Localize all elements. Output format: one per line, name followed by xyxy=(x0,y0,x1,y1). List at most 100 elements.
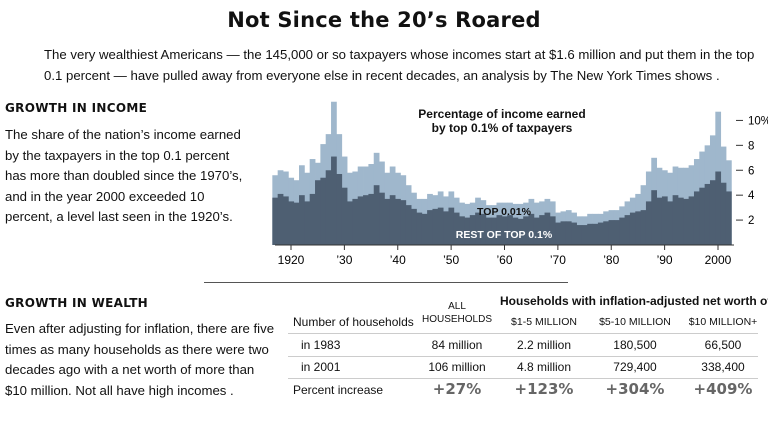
bar-top001-1969 xyxy=(549,216,556,245)
bar-top001-1975 xyxy=(581,225,588,245)
y-tick-label: 4 xyxy=(748,190,755,202)
x-tick-label: 2000 xyxy=(705,253,732,267)
bar-top001-1964 xyxy=(523,216,529,245)
bar-top001-1985 xyxy=(635,211,641,245)
bar-top001-1973 xyxy=(571,222,577,245)
bar-top001-1999 xyxy=(709,180,716,245)
bar-top001-1941 xyxy=(400,200,407,245)
increase-10m-plus: +409% xyxy=(693,380,753,398)
bar-top001-1946 xyxy=(427,210,433,245)
income-heading: GROWTH IN INCOME xyxy=(5,101,148,115)
bar-top001-1983 xyxy=(624,215,631,245)
row-2001-label: in 2001 xyxy=(301,360,341,374)
y-tick-label: 6 xyxy=(748,165,754,177)
wealth-heading: GROWTH IN WEALTH xyxy=(5,296,149,310)
bar-top001-1990 xyxy=(661,196,668,245)
col-1-5-million: $1-5 MILLION xyxy=(511,316,577,328)
bar-top001-1929 xyxy=(336,173,343,245)
bar-top001-1953 xyxy=(464,217,471,245)
bar-top001-1956 xyxy=(480,213,487,245)
bar-top001-1979 xyxy=(603,221,609,245)
bar-top001-1966 xyxy=(533,217,540,245)
bar-top001-1991 xyxy=(667,201,674,245)
x-tick-label: ’90 xyxy=(657,253,673,267)
bar-top001-1920 xyxy=(288,201,295,245)
row-2001-all: 106 million xyxy=(428,360,486,374)
bar-top001-1949 xyxy=(443,211,449,245)
bar-top001-1974 xyxy=(576,225,583,245)
col-5-10-million: $5-10 MILLION xyxy=(599,316,671,328)
bar-top001-2002 xyxy=(725,191,732,245)
top001-share-bars xyxy=(272,156,732,245)
bar-top001-1925 xyxy=(315,180,321,245)
wealth-text: Even after adjusting for inflation, ther… xyxy=(5,321,275,398)
bar-top001-1965 xyxy=(528,213,535,245)
bar-top001-1926 xyxy=(320,177,327,245)
bar-top001-1988 xyxy=(651,190,658,245)
bar-top001-1955 xyxy=(475,212,481,245)
row-1983-all: 84 million xyxy=(431,338,483,352)
page-title: Not Since the 20’s Roared xyxy=(227,8,541,32)
y-tick-label: 10% xyxy=(748,115,768,127)
bar-top001-1994 xyxy=(683,198,690,245)
bar-top001-1998 xyxy=(704,183,711,245)
bar-top001-1963 xyxy=(517,218,524,245)
bar-top001-1982 xyxy=(619,217,625,245)
bar-top001-1997 xyxy=(699,187,706,245)
increase-1-5m: +123% xyxy=(514,380,574,398)
bar-top001-1947 xyxy=(432,208,439,245)
bar-top001-1952 xyxy=(459,216,465,245)
table-rule xyxy=(288,333,758,334)
chart-title-line-2: by top 0.1% of taxpayers xyxy=(432,121,573,135)
row-2001-10m-plus: 338,400 xyxy=(701,360,745,374)
label-rest: REST OF TOP 0.1% xyxy=(456,229,553,241)
col-header-label: Number of households xyxy=(293,315,414,329)
bar-top001-1976 xyxy=(587,223,593,245)
bar-top001-1927 xyxy=(325,170,332,245)
x-tick-label: 1920 xyxy=(278,253,305,267)
section-divider xyxy=(204,282,568,283)
x-tick-label: ’60 xyxy=(496,253,512,267)
bar-top001-1930 xyxy=(341,187,348,245)
wealth-table-title: Households with inflation-adjusted net w… xyxy=(500,294,768,308)
y-axis-ticks: 2 4 6 8 10% xyxy=(736,115,768,227)
bar-top001-1962 xyxy=(512,217,519,245)
intro-paragraph: The very wealthiest Americans — the 145,… xyxy=(44,47,755,83)
bar-top001-1928 xyxy=(331,156,337,245)
bar-top001-1957 xyxy=(485,217,492,245)
bar-top001-1922 xyxy=(299,195,305,245)
income-text: The share of the nation’s income earned … xyxy=(5,127,243,224)
bar-top001-1931 xyxy=(347,201,353,245)
bar-top001-1980 xyxy=(608,220,615,245)
bar-top001-1918 xyxy=(277,193,284,245)
col-10-million-plus: $10 MILLION+ xyxy=(688,316,758,328)
y-tick-label: 8 xyxy=(748,140,754,152)
bar-top001-1993 xyxy=(677,197,684,245)
bar-top001-1950 xyxy=(448,207,455,245)
bar-top001-1936 xyxy=(373,185,380,245)
bar-top001-1986 xyxy=(640,210,647,245)
increase-label: Percent increase xyxy=(293,383,384,397)
row-1983-1-5m: 2.2 million xyxy=(516,338,572,352)
bar-top001-1968 xyxy=(544,212,551,245)
income-share-chart: 1920 ’30 ’40 ’50 ’60 ’70 ’80 ’90 2000 2 4 6 8 10% Pe… xyxy=(272,101,768,267)
bar-top001-1935 xyxy=(368,193,375,245)
row-1983-10m-plus: 66,500 xyxy=(704,338,742,352)
bar-top001-1939 xyxy=(389,195,396,245)
bar-top001-1958 xyxy=(491,217,497,245)
bar-top001-1933 xyxy=(357,196,364,245)
bar-top001-1996 xyxy=(693,191,700,245)
bar-top001-2000 xyxy=(715,171,722,245)
chart-title-line-1: Percentage of income earned xyxy=(418,107,585,121)
bar-top001-1972 xyxy=(565,221,572,245)
row-2001-1-5m: 4.8 million xyxy=(516,360,572,374)
bar-top001-1984 xyxy=(629,212,636,245)
bar-top001-1940 xyxy=(395,198,401,245)
bar-top001-1944 xyxy=(416,212,423,245)
bar-top001-1989 xyxy=(656,197,663,245)
x-tick-label: ’70 xyxy=(550,253,566,267)
bar-top001-1954 xyxy=(469,215,476,245)
bar-top001-1971 xyxy=(560,221,567,245)
y-tick-label: 2 xyxy=(748,215,754,227)
bar-top001-1987 xyxy=(645,201,652,245)
